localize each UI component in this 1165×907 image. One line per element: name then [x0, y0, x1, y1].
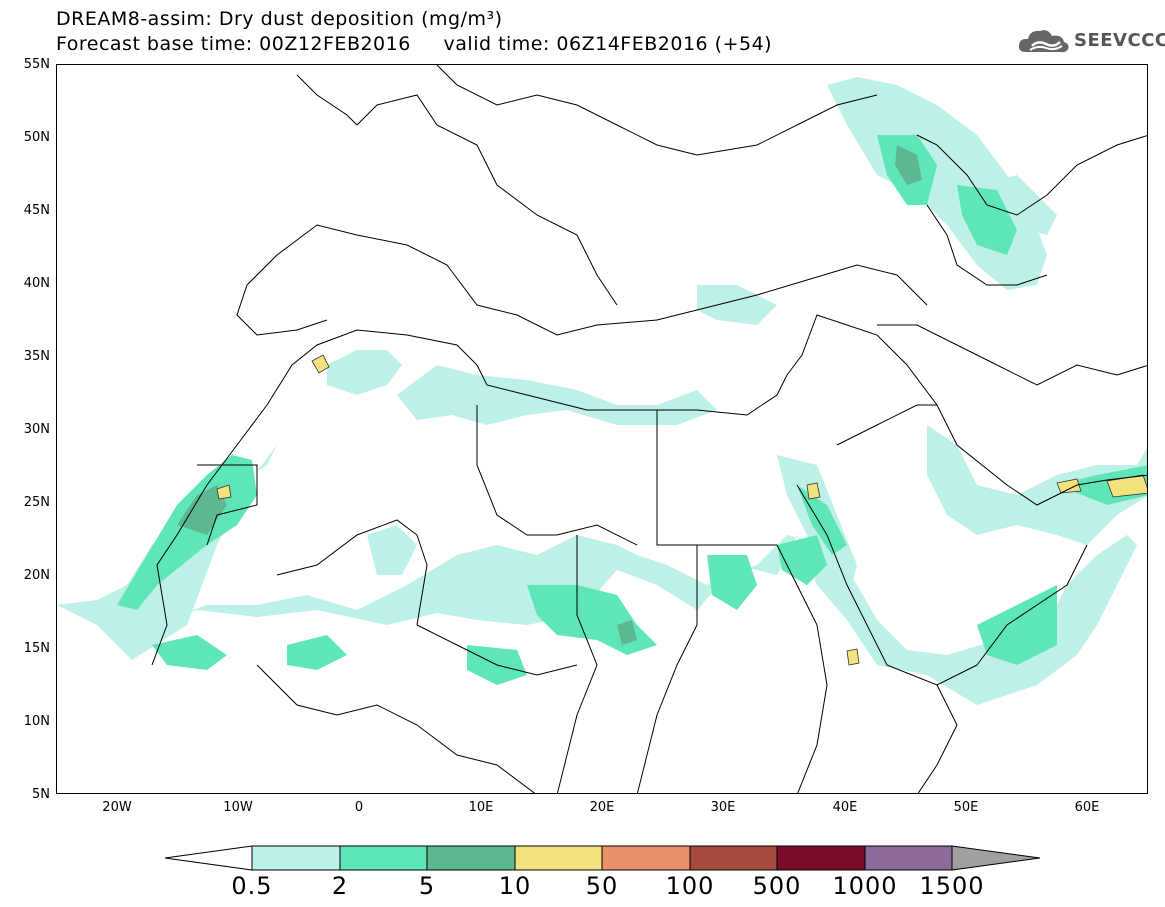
lat-label-45n: 45N: [23, 203, 50, 218]
colorbar-swatch-5: [426, 845, 516, 871]
lat-label-35n: 35N: [23, 349, 50, 364]
lon-label-60e: 60E: [1074, 800, 1100, 815]
lat-label-25n: 25N: [23, 495, 50, 510]
lon-label-0: 0: [354, 800, 364, 815]
colorbar-left-arrow: [164, 845, 253, 871]
lat-label-10n: 10N: [23, 714, 50, 729]
colorbar-right-arrow: [951, 845, 1041, 871]
lat-label-20n: 20N: [23, 568, 50, 583]
colorbar: [164, 845, 1041, 871]
colorbar-swatch-50: [601, 845, 691, 871]
colorbar-swatch-100: [689, 845, 778, 871]
lat-label-50n: 50N: [23, 130, 50, 145]
lat-label-5n: 5N: [32, 787, 50, 802]
colorbar-label-0.5: 0.5: [231, 872, 273, 900]
colorbar-swatch-0.5: [251, 845, 341, 871]
lon-label-40e: 40E: [832, 800, 858, 815]
lon-label-50e: 50E: [953, 800, 979, 815]
map-canvas[interactable]: [57, 65, 1148, 794]
lat-label-30n: 30N: [23, 422, 50, 437]
colorbar-swatch-500: [776, 845, 866, 871]
colorbar-label-50: 50: [585, 872, 619, 900]
lon-label-10w: 10W: [223, 800, 253, 815]
lon-label-10e: 10E: [468, 800, 494, 815]
cloud-icon: [1018, 30, 1069, 53]
colorbar-label-10: 10: [498, 872, 532, 900]
logo-text: SEEVCCC: [1074, 29, 1165, 51]
colorbar-label-2: 2: [331, 872, 349, 900]
lat-label-40n: 40N: [23, 276, 50, 291]
map-frame[interactable]: [56, 64, 1148, 794]
colorbar-label-5: 5: [418, 872, 436, 900]
colorbar-swatch-10: [514, 845, 603, 871]
lon-label-20w: 20W: [102, 800, 132, 815]
colorbar-label-500: 500: [752, 872, 802, 900]
map-title: DREAM8-assim: Dry dust deposition (mg/m³…: [56, 8, 503, 30]
lat-label-55n: 55N: [23, 57, 50, 72]
lat-label-15n: 15N: [23, 641, 50, 656]
colorbar-swatch-2: [339, 845, 428, 871]
colorbar-swatch-1000: [864, 845, 953, 871]
dust-level-2: [117, 135, 1147, 685]
coastlines: [151, 65, 1147, 793]
colorbar-label-100: 100: [665, 872, 715, 900]
colorbar-label-1500: 1500: [919, 872, 985, 900]
colorbar-label-1000: 1000: [832, 872, 898, 900]
logo: SEEVCCC: [1018, 26, 1165, 54]
map-subtitle: Forecast base time: 00Z12FEB2016 valid t…: [56, 33, 773, 55]
lon-label-20e: 20E: [589, 800, 615, 815]
lon-label-30e: 30E: [710, 800, 736, 815]
